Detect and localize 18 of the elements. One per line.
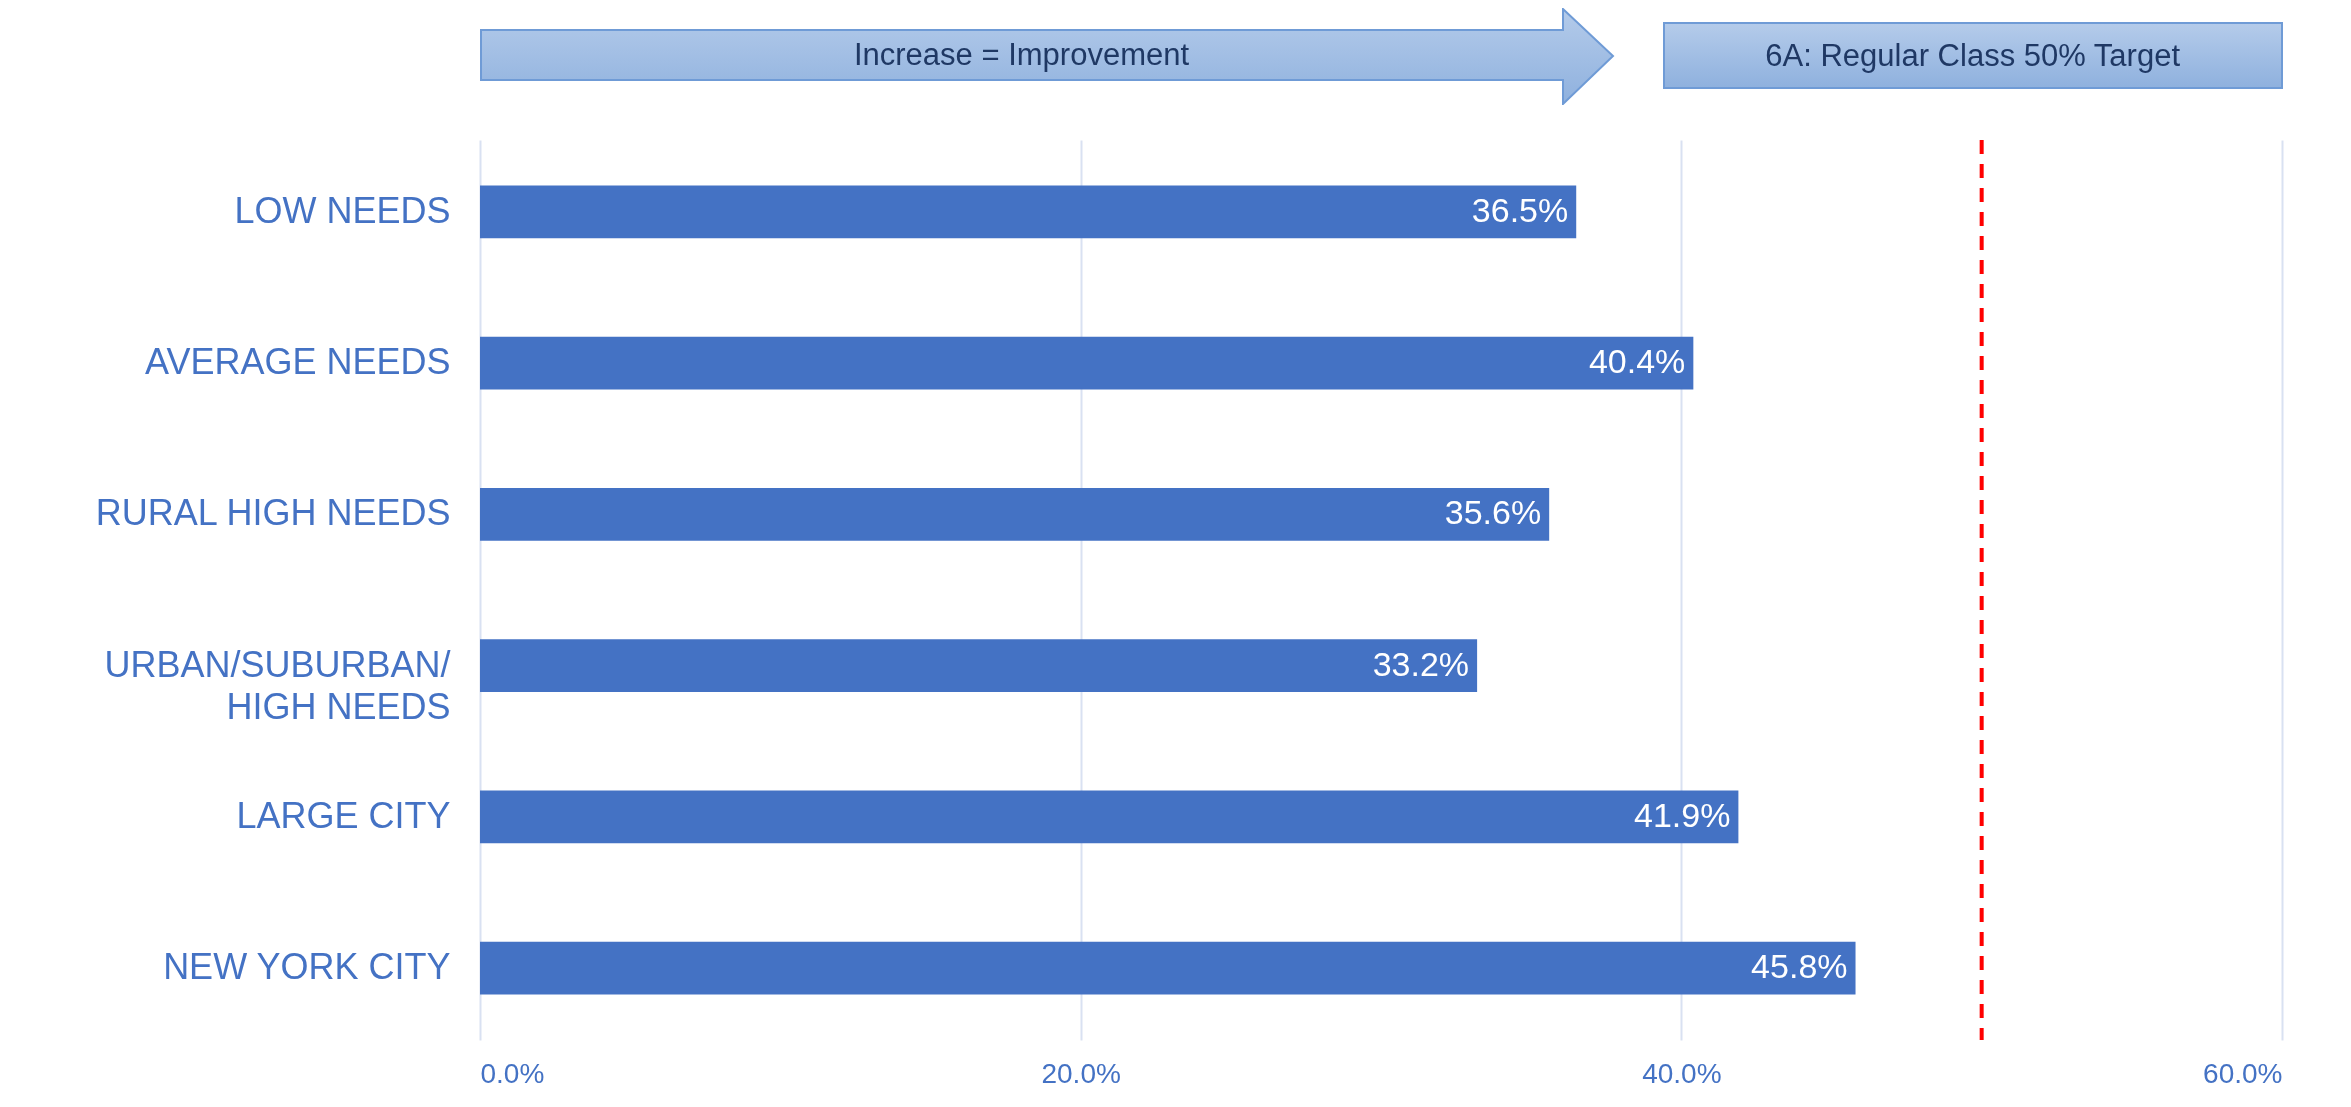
y-tick-label: AVERAGE NEEDS xyxy=(145,341,451,383)
data-label: 35.6% xyxy=(1444,493,1542,532)
y-tick-label: LARGE CITY xyxy=(236,794,451,836)
data-label: 33.2% xyxy=(1372,644,1470,683)
ref-line-label: 6A: Regular Class 50% Target xyxy=(1662,22,2283,89)
data-label: 36.5% xyxy=(1471,190,1569,229)
text: Increase = Improvement xyxy=(852,36,1191,74)
x-tick-label: 20.0% xyxy=(1041,1057,1121,1089)
y-tick-label: NEW YORK CITY xyxy=(163,946,451,988)
x-tick-label: 40.0% xyxy=(1642,1057,1722,1089)
data-label: 45.8% xyxy=(1751,947,1848,986)
x-tick-label: 0.0% xyxy=(480,1057,545,1089)
x-tick-label: 60.0% xyxy=(2203,1057,2283,1089)
y-tick-label: LOW NEEDS xyxy=(234,189,451,231)
data-label: 40.4% xyxy=(1588,342,1686,381)
y-tick-label: URBAN/SUBURBAN/ HIGH NEEDS xyxy=(104,643,451,727)
data-label: 41.9% xyxy=(1633,795,1731,834)
y-tick-label: RURAL HIGH NEEDS xyxy=(95,492,451,534)
